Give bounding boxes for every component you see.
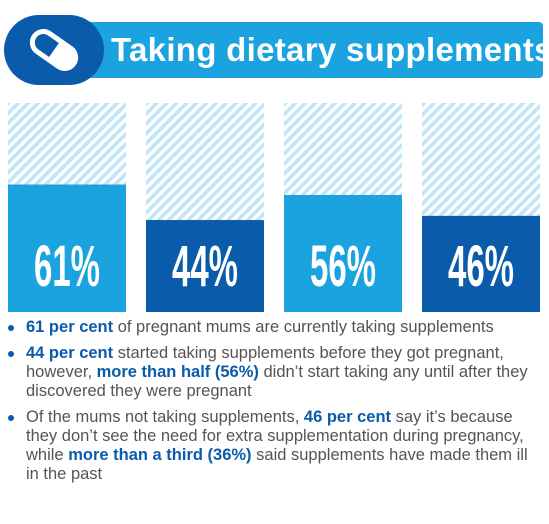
bar-value-label: 56%	[310, 234, 376, 299]
highlight-text: more than half (56%)	[96, 363, 259, 381]
list-item: Of the mums not taking supplements, 46 p…	[4, 408, 540, 484]
bar-value-label: 44%	[172, 234, 238, 299]
bar-value-label: 46%	[448, 234, 514, 299]
bar-value-label: 61%	[34, 234, 100, 299]
list-item: 44 per cent started taking supplements b…	[4, 344, 540, 401]
bar	[284, 194, 402, 312]
body-text: started taking supplements before they g…	[26, 344, 504, 381]
body-text: of pregnant mums are currently taking su…	[113, 318, 494, 336]
bar	[422, 215, 540, 312]
header-banner: Taking dietary supplements	[4, 15, 549, 85]
highlight-text: more than a third (36%)	[68, 446, 252, 464]
header-bar	[50, 22, 543, 78]
bar	[146, 220, 264, 312]
header-icon-badge	[4, 15, 104, 85]
highlight-text: 61 per cent	[26, 318, 114, 336]
highlight-text: 44 per cent	[26, 344, 114, 362]
pill-icon	[29, 29, 79, 71]
bar-chart: 61% 44% 56% 46%	[8, 103, 540, 312]
body-text: Of the mums not taking supplements,	[26, 408, 304, 426]
highlight-text: 46 per cent	[303, 408, 392, 426]
list-item: 61 per cent of pregnant mums are current…	[4, 318, 540, 337]
findings-list: 61 per cent of pregnant mums are current…	[4, 318, 540, 491]
body-text: said supplements have made them ill in t…	[26, 446, 528, 483]
body-text: say it’s because they don’t see the need…	[26, 408, 524, 464]
body-text: didn’t start taking any until after they…	[26, 363, 528, 400]
page-title: Taking dietary supplements	[111, 31, 549, 68]
bar	[8, 184, 126, 312]
